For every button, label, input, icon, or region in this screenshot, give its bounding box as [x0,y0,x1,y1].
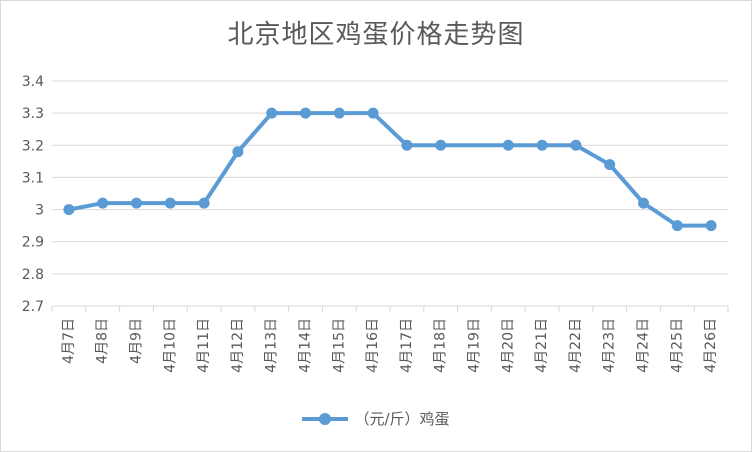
x-tick-label: 4月20日 [500,318,516,373]
data-point [671,220,683,232]
chart-title: 北京地区鸡蛋价格走势图 [227,20,525,50]
chart-legend: （元/斤）鸡蛋 [0,408,752,429]
y-tick-label: 2.9 [22,235,44,251]
x-tick-label: 4月13日 [264,318,280,373]
x-tick-label: 4月11日 [196,318,212,373]
x-tick-label: 4月25日 [669,318,685,373]
legend-series-label: （元/斤）鸡蛋 [354,410,450,428]
data-point [502,139,514,151]
x-tick-label: 4月16日 [365,318,381,373]
x-tick-label: 4月9日 [129,318,145,364]
x-tick-label: 4月18日 [433,318,449,373]
data-point [63,204,75,216]
y-tick-label: 3.2 [22,138,44,154]
x-tick-label: 4月23日 [602,318,618,373]
legend-series-marker [302,412,349,426]
data-point [435,139,447,151]
x-tick-label: 4月10日 [162,318,178,373]
data-point [198,197,210,209]
data-point [536,139,548,151]
x-tick-label: 4月8日 [95,318,111,364]
x-tick-label: 4月17日 [399,318,415,373]
data-point [131,197,142,209]
y-tick-label: 2.7 [22,299,44,315]
y-tick-label: 3 [35,203,44,219]
data-point [638,197,649,209]
data-point [604,159,616,171]
data-point [333,107,345,119]
x-tick-label: 4月24日 [636,318,652,373]
data-point [232,146,244,158]
x-tick-label: 4月21日 [534,318,550,373]
y-tick-label: 2.8 [22,267,44,283]
x-tick-label: 4月12日 [230,318,246,373]
data-point [97,197,109,209]
y-tick-label: 3.3 [22,106,44,122]
data-point [300,107,311,119]
data-point [367,107,379,119]
data-point [266,107,278,119]
x-tick-label: 4月15日 [331,318,347,373]
x-tick-label: 4月22日 [568,318,584,373]
y-tick-label: 3.4 [22,74,44,90]
x-tick-label: 4月14日 [298,318,314,373]
data-point [164,197,176,209]
x-tick-label: 4月7日 [61,318,77,364]
y-tick-label: 3.1 [22,170,44,186]
x-tick-label: 4月19日 [467,318,483,373]
data-point [570,139,582,151]
data-point [401,139,413,151]
data-point [705,220,717,232]
series-line [66,111,714,228]
x-tick-label: 4月26日 [703,318,719,373]
